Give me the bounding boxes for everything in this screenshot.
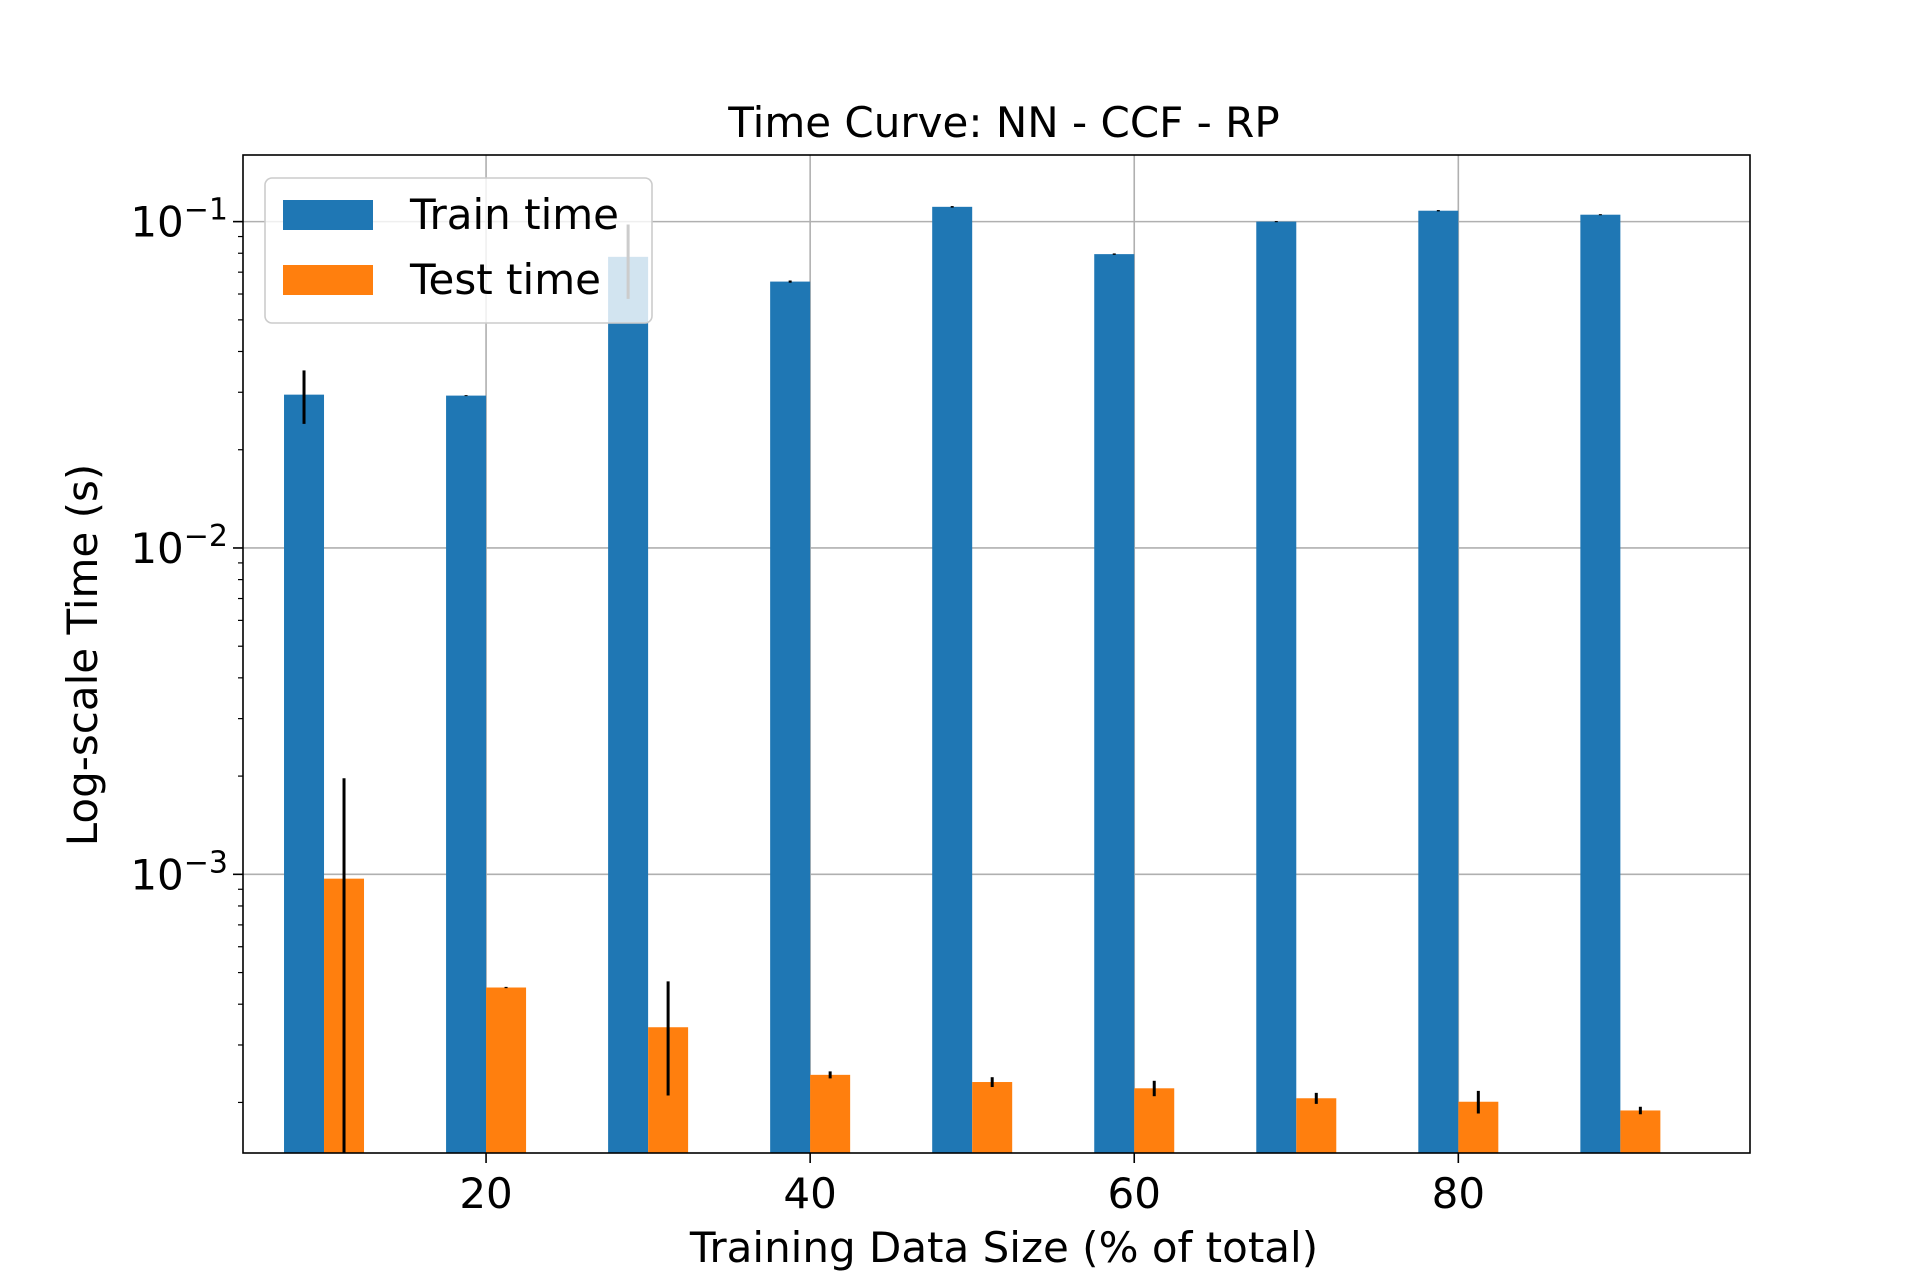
x-tick-label: 40 [783,1169,836,1218]
x-tick-label: 20 [459,1169,512,1218]
test-time-bar [810,1074,851,1153]
y-tick-label: 10−2 [130,519,228,573]
error-bars-group [302,206,1642,1153]
x-tick-label: 80 [1432,1169,1485,1218]
y-axis-ticks: 10−310−210−1 [130,193,243,1104]
test-time-bar [1620,1110,1661,1153]
legend-swatch-train [283,200,373,230]
legend-label-train: Train time [409,190,619,239]
train-time-bar [1580,214,1621,1154]
train-time-bar [932,206,973,1154]
legend-label-test: Test time [409,255,601,304]
y-tick-label-base: 10 [130,524,183,573]
x-axis-ticks: 20 40 60 80 [459,1153,1485,1218]
test-time-bar [1134,1088,1175,1153]
y-tick-label: 10−3 [130,845,228,899]
test-time-bar [972,1082,1013,1153]
legend: Train time Test time [264,177,653,324]
train-time-bar [1094,254,1135,1154]
test-time-bar [486,987,527,1153]
train-time-bar [608,256,649,1153]
y-axis-label: Log-scale Time (s) [58,464,107,847]
y-tick-label-exponent: −3 [184,845,228,880]
legend-swatch-test [283,265,373,295]
y-minor-ticks [238,235,243,1104]
plot-frame [242,154,1751,1154]
chart-title: Time Curve: NN - CCF - RP [727,98,1279,147]
bars-group [284,206,1661,1154]
y-tick-label-base: 10 [130,850,183,899]
y-tick-label-base: 10 [130,198,183,247]
test-time-bar [1296,1098,1337,1153]
train-time-bar [284,394,325,1153]
train-time-bar [1418,210,1459,1153]
train-time-bar [1256,221,1297,1153]
y-tick-label-exponent: −2 [184,519,228,554]
y-tick-label-exponent: −1 [184,193,228,228]
train-time-bar [770,281,811,1153]
train-time-bar [446,395,487,1154]
x-axis-label: Training Data Size (% of total) [689,1223,1318,1272]
x-tick-label: 60 [1108,1169,1161,1218]
y-tick-label: 10−1 [130,193,228,247]
